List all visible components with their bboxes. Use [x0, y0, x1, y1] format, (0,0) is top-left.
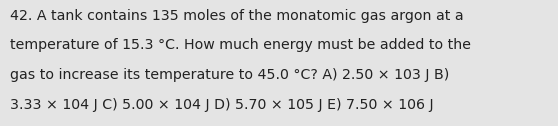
Text: 3.33 × 104 J C) 5.00 × 104 J D) 5.70 × 105 J E) 7.50 × 106 J: 3.33 × 104 J C) 5.00 × 104 J D) 5.70 × 1… [10, 98, 434, 112]
Text: gas to increase its temperature to 45.0 °C? A) 2.50 × 103 J B): gas to increase its temperature to 45.0 … [10, 68, 449, 82]
Text: 42. A tank contains 135 moles of the monatomic gas argon at a: 42. A tank contains 135 moles of the mon… [10, 9, 464, 23]
Text: temperature of 15.3 °C. How much energy must be added to the: temperature of 15.3 °C. How much energy … [10, 38, 471, 52]
